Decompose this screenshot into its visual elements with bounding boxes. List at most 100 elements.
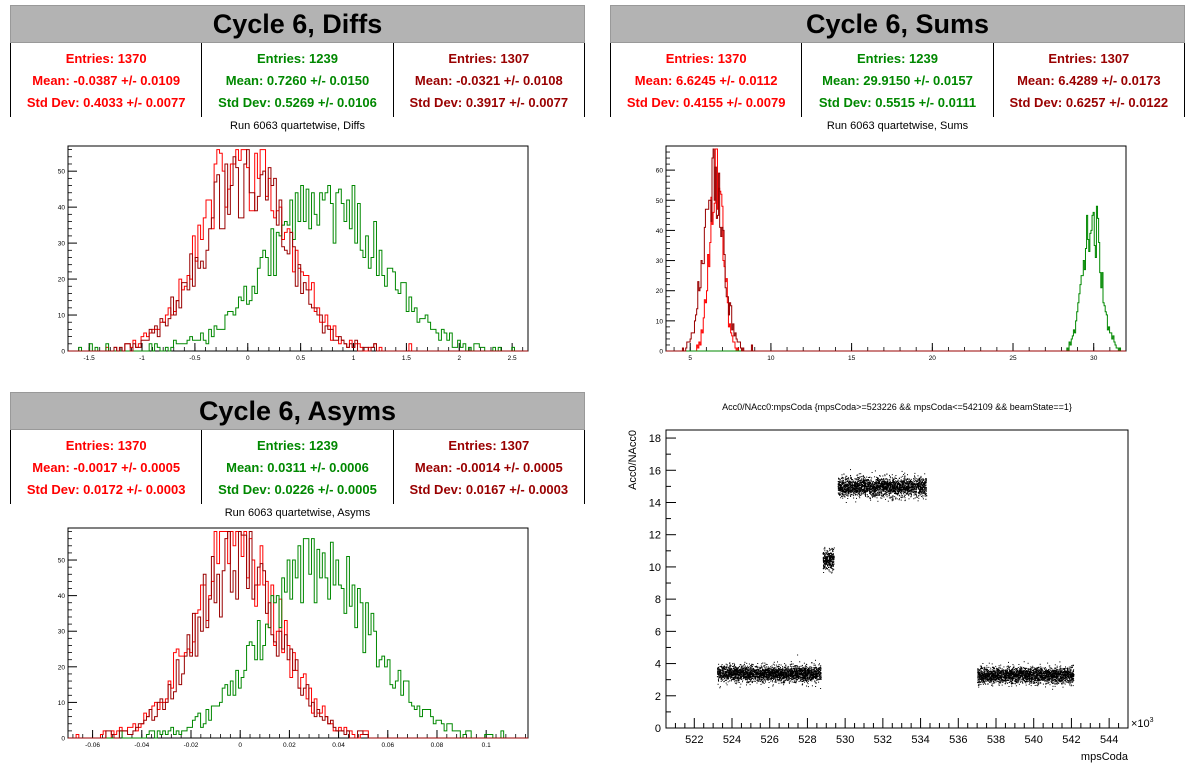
scatter-point xyxy=(740,665,742,667)
scatter-point xyxy=(893,485,894,487)
scatter-point xyxy=(830,563,831,565)
scatter-point xyxy=(808,679,810,681)
scatter-point xyxy=(851,486,853,488)
scatter-point xyxy=(793,674,794,676)
scatter-point xyxy=(761,663,763,665)
scatter-point xyxy=(820,688,822,689)
scatter-point xyxy=(733,679,735,680)
scatter-point xyxy=(782,675,784,676)
asyms-stat-green: Entries: 1239 Mean: 0.0311 +/- 0.0006 St… xyxy=(202,430,394,504)
scatter-point xyxy=(823,558,825,559)
scatter-point xyxy=(830,567,832,569)
scatter-point xyxy=(793,677,795,679)
scatter-point xyxy=(818,668,820,670)
y-tick-label: 2 xyxy=(655,691,661,703)
scatter-point xyxy=(738,677,740,679)
scatter-point xyxy=(914,476,916,478)
scatter-point xyxy=(771,678,773,680)
scatter-point xyxy=(784,666,785,668)
scatter-point xyxy=(729,672,731,674)
scatter-point xyxy=(805,665,807,667)
scatter-point xyxy=(773,669,775,671)
scatter-point xyxy=(890,482,892,483)
scatter-point xyxy=(778,669,780,671)
scatter-point xyxy=(838,490,840,492)
scatter-point xyxy=(788,669,790,671)
scatter-point xyxy=(737,681,739,683)
scatter-point xyxy=(750,668,752,670)
scatter-point xyxy=(726,676,728,677)
scatter-point xyxy=(797,672,799,674)
scatter-point xyxy=(757,677,759,679)
scatter-point xyxy=(809,666,811,668)
scatter-point xyxy=(795,671,797,673)
scatter-point xyxy=(811,675,813,677)
scatter-point xyxy=(768,668,770,670)
scatter-point xyxy=(782,677,784,679)
scatter-point xyxy=(889,476,891,478)
scatter-point xyxy=(785,667,787,669)
scatter-point xyxy=(774,675,776,677)
stat-mean: Mean: 0.0311 +/- 0.0006 xyxy=(226,459,369,475)
scatter-point xyxy=(919,489,920,491)
scatter-point xyxy=(720,675,722,676)
scatter-point xyxy=(735,672,737,674)
scatter-point xyxy=(876,497,878,499)
scatter-point xyxy=(814,682,816,684)
scatter-point xyxy=(787,669,789,671)
scatter-point xyxy=(756,670,758,672)
scatter-point xyxy=(747,674,749,676)
scatter-point xyxy=(827,564,829,565)
scatter-point xyxy=(890,488,892,490)
scatter-point xyxy=(777,666,779,668)
scatter-point xyxy=(717,683,719,685)
scatter-point xyxy=(733,662,735,664)
scatter-point xyxy=(804,675,806,677)
scatter-point xyxy=(784,681,786,683)
scatter-point xyxy=(860,482,862,484)
scatter-point xyxy=(809,678,810,679)
scatter-point xyxy=(807,680,809,682)
scatter-point xyxy=(759,676,761,678)
scatter-point xyxy=(759,667,761,668)
scatter-point xyxy=(925,486,927,488)
scatter-point xyxy=(773,674,774,676)
scatter-point xyxy=(831,572,833,574)
scatter-point xyxy=(809,672,811,674)
scatter-point xyxy=(766,675,768,677)
scatter-point xyxy=(751,670,753,672)
scatter-point xyxy=(918,479,920,480)
scatter-point xyxy=(811,679,812,680)
scatter-point xyxy=(780,672,782,674)
scatter-point xyxy=(731,675,732,677)
scatter-point xyxy=(763,683,765,684)
scatter-point xyxy=(849,486,851,488)
x-tick-label: 0.02 xyxy=(283,742,296,749)
scatter-point xyxy=(873,487,875,489)
scatter-point xyxy=(925,489,927,491)
scatter-point xyxy=(842,479,844,481)
scatter-point xyxy=(748,667,750,669)
scatter-point xyxy=(885,483,887,485)
scatter-point xyxy=(795,673,797,675)
scatter-point xyxy=(888,486,889,488)
scatter-point xyxy=(826,556,828,558)
scatter-point xyxy=(780,679,782,681)
scatter-point xyxy=(850,469,851,471)
scatter-point xyxy=(721,676,723,677)
scatter-point xyxy=(772,669,774,671)
scatter-point xyxy=(847,489,848,491)
scatter-point xyxy=(759,667,761,669)
scatter-point xyxy=(757,676,759,677)
scatter-point xyxy=(788,666,790,668)
scatter-point xyxy=(900,483,902,485)
scatter-point xyxy=(823,564,825,566)
scatter-point xyxy=(768,667,770,669)
scatter-point xyxy=(905,479,907,481)
scatter-point xyxy=(727,681,729,683)
y-tick-label: 40 xyxy=(58,205,66,212)
scatter-point xyxy=(756,671,758,673)
scatter-point xyxy=(806,680,807,681)
scatter-point xyxy=(904,479,906,481)
scatter-point xyxy=(858,479,860,481)
